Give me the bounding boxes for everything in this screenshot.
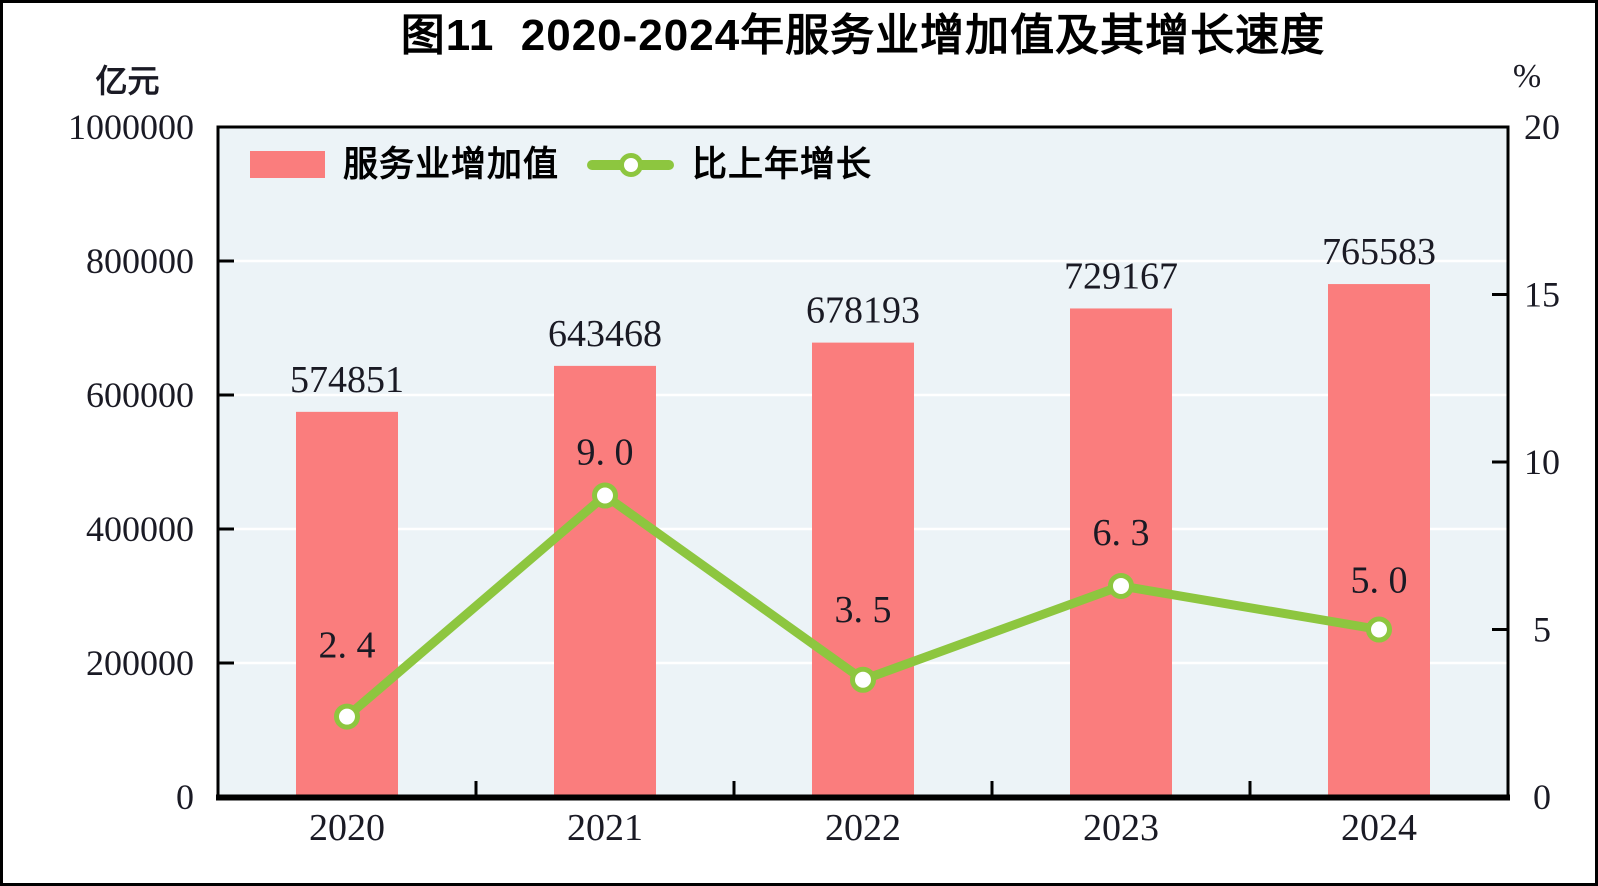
legend-item-bar: 服务业增加值 xyxy=(250,147,559,182)
bar-2021 xyxy=(554,365,656,797)
bar-value-label-2021: 643468 xyxy=(548,313,662,355)
growth-marker-2021 xyxy=(592,482,618,509)
x-axis-label-2023: 2023 xyxy=(1083,807,1159,849)
right-axis-tick-label: 20 xyxy=(1524,107,1560,147)
left-axis-tick-label: 1000000 xyxy=(68,107,194,147)
bar-value-label-2022: 678193 xyxy=(806,290,920,332)
x-axis-label-2022: 2022 xyxy=(825,807,901,849)
x-axis-label-2024: 2024 xyxy=(1341,807,1417,849)
legend-bar-label: 服务业增加值 xyxy=(343,145,560,184)
growth-marker-2022 xyxy=(850,666,876,693)
legend-item-line: 比上年增长 xyxy=(587,147,872,182)
legend-line-label: 比上年增长 xyxy=(692,145,873,184)
growth-marker-2020 xyxy=(334,703,360,730)
bar-2024 xyxy=(1328,284,1430,797)
left-axis-tick-label: 0 xyxy=(176,777,194,817)
legend: 服务业增加值 比上年增长 xyxy=(250,147,872,182)
legend-line-swatch-icon xyxy=(587,150,675,180)
growth-label-2023: 6. 3 xyxy=(1093,512,1150,554)
growth-label-2022: 3. 5 xyxy=(835,589,892,631)
bar-value-label-2023: 729167 xyxy=(1064,255,1178,297)
chart-title: 图11 2020-2024年服务业增加值及其增长速度 xyxy=(400,11,1326,60)
growth-label-2024: 5. 0 xyxy=(1351,560,1408,602)
right-axis-tick-label: 15 xyxy=(1524,275,1560,315)
bar-2020 xyxy=(296,411,398,797)
growth-marker-2024 xyxy=(1366,616,1392,643)
bar-value-label-2024: 765583 xyxy=(1322,231,1436,273)
growth-label-2020: 2. 4 xyxy=(319,625,376,667)
right-axis-tick-label: 10 xyxy=(1524,442,1560,482)
legend-bar-swatch-icon xyxy=(250,151,325,178)
left-axis-tick-label: 800000 xyxy=(86,241,194,281)
legend-line-marker-icon xyxy=(618,152,643,177)
growth-label-2021: 9. 0 xyxy=(577,432,634,474)
right-axis-unit: % xyxy=(1512,58,1542,95)
bar-value-label-2020: 574851 xyxy=(290,359,404,401)
right-axis-tick-label: 0 xyxy=(1533,777,1551,817)
bar-2022 xyxy=(812,342,914,797)
x-axis-label-2021: 2021 xyxy=(567,807,643,849)
left-axis-tick-label: 200000 xyxy=(86,643,194,683)
bar-2023 xyxy=(1070,308,1172,797)
left-axis-tick-label: 600000 xyxy=(86,375,194,415)
right-axis-tick-label: 5 xyxy=(1533,610,1551,650)
growth-marker-2023 xyxy=(1108,572,1134,599)
left-axis-tick-label: 400000 xyxy=(86,509,194,549)
x-axis-label-2020: 2020 xyxy=(309,807,385,849)
left-axis-unit: 亿元 xyxy=(95,63,160,99)
